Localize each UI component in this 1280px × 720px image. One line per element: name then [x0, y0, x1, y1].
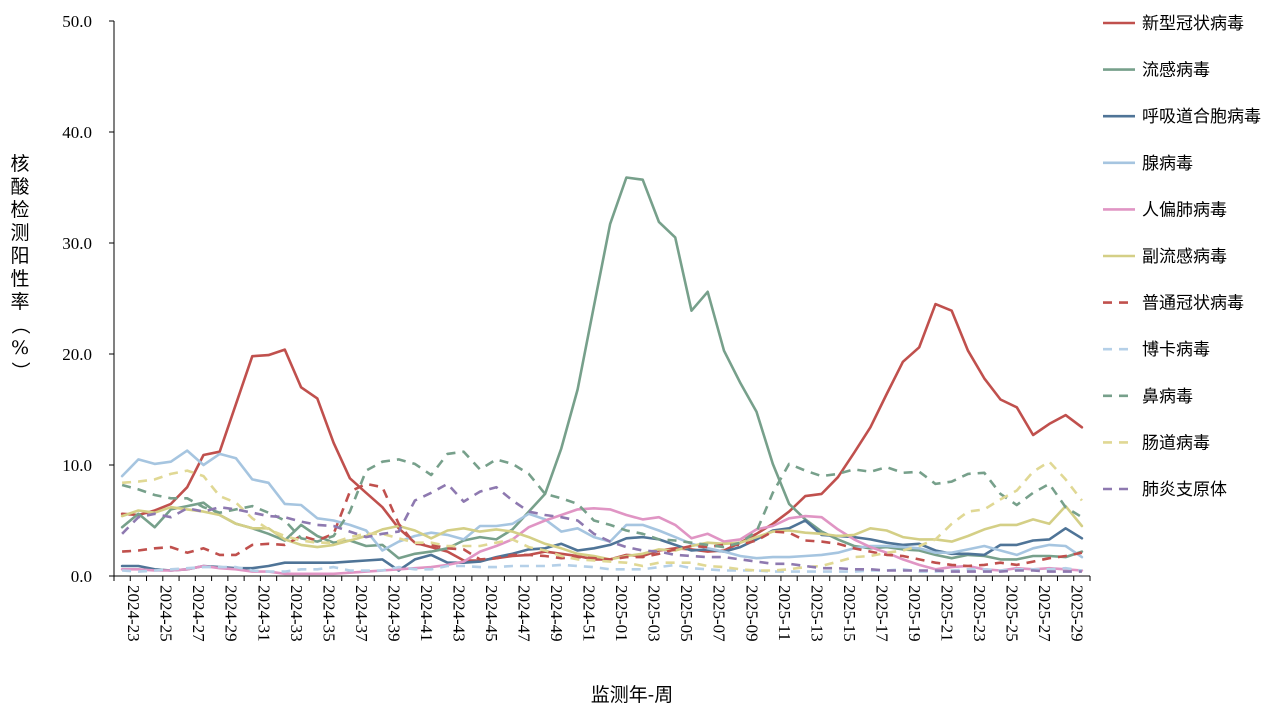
y-axis-title-char: 酸 — [10, 176, 29, 198]
series-line-1 — [120, 176, 1084, 561]
x-tick-label: 2024-45 — [482, 585, 501, 642]
x-tick-label: 2024-33 — [287, 585, 306, 642]
x-tick-label: 2024-47 — [515, 585, 534, 642]
x-tick-label: 2024-51 — [580, 585, 599, 642]
x-tick-label: 2025-09 — [742, 585, 761, 642]
y-axis-title-char: （ — [9, 315, 31, 334]
series-line-10 — [121, 482, 1082, 573]
x-tick-label: 2025-13 — [807, 585, 826, 642]
x-tick-label: 2025-01 — [612, 585, 631, 642]
x-tick-label: 2024-41 — [417, 585, 436, 642]
y-tick-label: 10.0 — [62, 456, 92, 475]
series-line-6 — [122, 482, 1083, 568]
x-tick-label: 2025-11 — [775, 585, 794, 641]
x-tick-label: 2025-05 — [677, 585, 696, 642]
series-line-9 — [122, 460, 1083, 572]
x-tick-label: 2024-39 — [384, 585, 403, 642]
x-tick-label: 2024-49 — [547, 585, 566, 642]
legend-label-10: 肺炎支原体 — [1142, 480, 1227, 500]
series-line-4 — [120, 506, 1084, 576]
y-axis-title-char: ） — [9, 361, 31, 380]
x-tick-label: 2025-19 — [905, 585, 924, 642]
legend-label-7: 博卡病毒 — [1142, 340, 1210, 360]
y-tick-label: 20.0 — [62, 345, 92, 364]
x-tick-label: 2025-21 — [937, 585, 956, 642]
y-axis-title-char: 检 — [10, 199, 29, 221]
x-tick-label: 2025-17 — [872, 585, 891, 642]
x-tick-label: 2024-31 — [254, 585, 273, 642]
y-axis-title-char: 阳 — [10, 245, 29, 267]
legend-label-6: 普通冠状病毒 — [1142, 294, 1244, 314]
series-layer — [120, 176, 1084, 576]
x-tick-label: 2024-43 — [449, 585, 468, 642]
legend-label-3: 腺病毒 — [1142, 154, 1193, 174]
x-axis: 2024-23 2024-25 2024-27 2024-29 2024-31 2024-… — [113, 575, 1091, 642]
x-tick-label: 2025-29 — [1068, 585, 1087, 642]
y-tick-label: 0.0 — [71, 567, 92, 586]
y-axis-title-char: 测 — [10, 222, 29, 244]
y-axis: 0.0 10.0 20.0 30.0 40.0 50.0 — [62, 12, 115, 586]
x-tick-label: 2024-27 — [189, 585, 208, 642]
series-line-8 — [121, 450, 1083, 549]
series-line-0 — [120, 302, 1084, 562]
y-tick-label: 30.0 — [62, 234, 92, 253]
x-tick-label: 2025-03 — [645, 585, 664, 642]
legend-label-0: 新型冠状病毒 — [1142, 14, 1244, 34]
legend-label-4: 人偏肺病毒 — [1142, 200, 1227, 220]
legend-label-9: 肠道病毒 — [1142, 433, 1210, 453]
x-tick-label: 2024-29 — [222, 585, 241, 642]
legend-label-8: 鼻病毒 — [1142, 387, 1193, 407]
y-tick-label: 50.0 — [62, 12, 92, 31]
x-tick-label: 2025-25 — [1003, 585, 1022, 642]
x-tick-label: 2024-25 — [157, 585, 176, 642]
y-axis-title-char: 性 — [10, 268, 29, 290]
x-tick-label: 2025-23 — [970, 585, 989, 642]
y-tick-label: 40.0 — [62, 123, 92, 142]
x-tick-label: 2024-23 — [124, 585, 143, 642]
x-tick-label: 2024-35 — [319, 585, 338, 642]
legend-label-5: 副流感病毒 — [1142, 247, 1227, 267]
legend-label-1: 流感病毒 — [1142, 61, 1210, 81]
x-tick-label: 2025-07 — [710, 585, 729, 642]
series-line-5 — [120, 504, 1084, 561]
x-tick-label: 2024-37 — [352, 585, 371, 642]
x-tick-label: 2025-15 — [840, 585, 859, 642]
series-line-3 — [120, 449, 1084, 560]
y-axis-title-char: % — [11, 337, 29, 359]
y-axis-title-char: 核 — [10, 153, 29, 175]
legend-label-2: 呼吸道合胞病毒 — [1142, 107, 1261, 127]
y-axis-title-char: 率 — [10, 291, 29, 313]
x-axis-title: 监测年-周 — [591, 684, 673, 706]
legend: 新型冠状病毒流感病毒呼吸道合胞病毒腺病毒人偏肺病毒副流感病毒普通冠状病毒博卡病毒… — [1103, 14, 1261, 500]
x-tick-label: 2025-27 — [1035, 585, 1054, 642]
